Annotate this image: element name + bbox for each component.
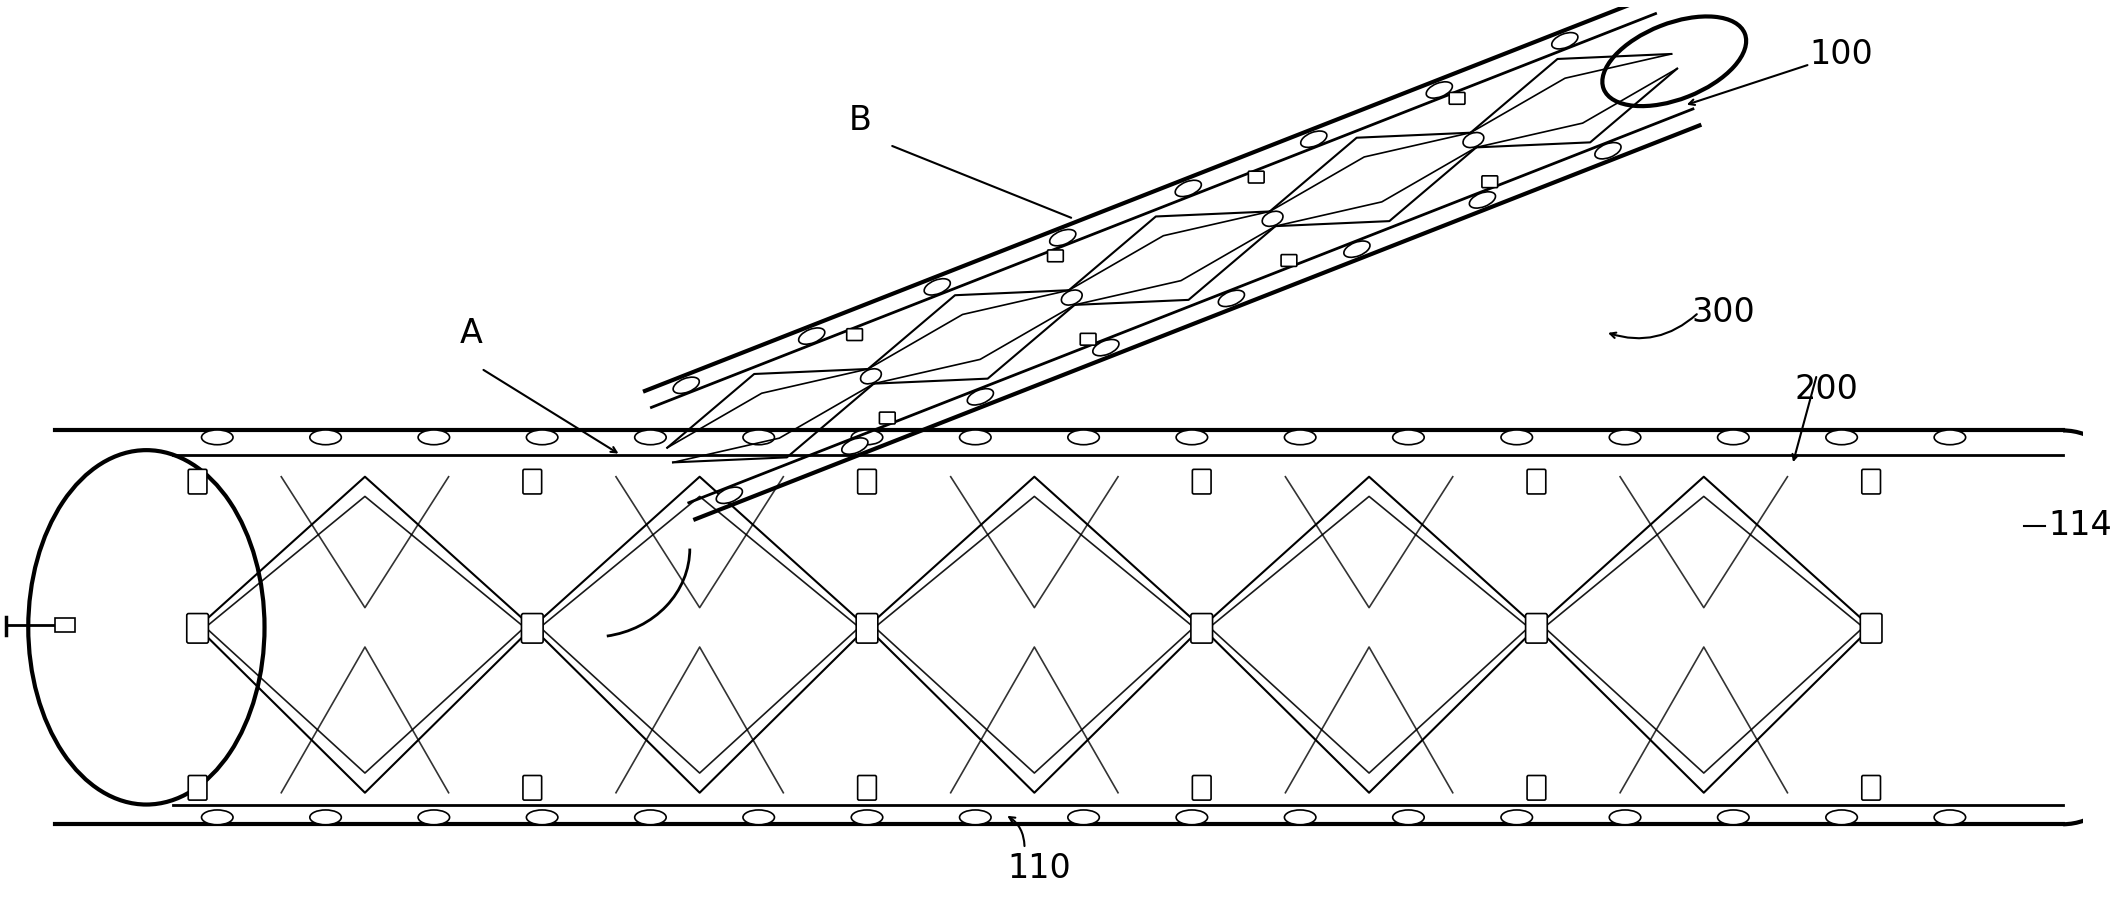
FancyBboxPatch shape [1861,469,1880,494]
Bar [55,619,74,633]
Ellipse shape [1392,430,1423,444]
Ellipse shape [673,377,700,394]
Text: 200: 200 [1796,373,1859,406]
Text: 112: 112 [66,733,129,767]
Ellipse shape [842,438,867,454]
Ellipse shape [1176,180,1201,196]
FancyBboxPatch shape [1282,254,1296,266]
FancyBboxPatch shape [857,613,878,644]
FancyBboxPatch shape [522,613,544,644]
Ellipse shape [1502,430,1533,444]
FancyBboxPatch shape [188,776,207,800]
Ellipse shape [1717,430,1749,444]
Ellipse shape [201,430,233,444]
Ellipse shape [1825,810,1857,824]
Ellipse shape [1825,430,1857,444]
Ellipse shape [1595,142,1620,159]
Ellipse shape [742,810,774,824]
Text: B: B [848,104,871,137]
FancyBboxPatch shape [188,469,207,494]
Ellipse shape [1610,430,1641,444]
Ellipse shape [924,279,950,295]
Ellipse shape [960,430,992,444]
Ellipse shape [1470,192,1495,208]
Ellipse shape [1049,230,1077,246]
FancyBboxPatch shape [522,469,541,494]
Ellipse shape [1176,810,1208,824]
Ellipse shape [960,810,992,824]
FancyBboxPatch shape [1861,613,1882,644]
Ellipse shape [850,430,882,444]
FancyBboxPatch shape [1193,776,1212,800]
Ellipse shape [201,810,233,824]
Ellipse shape [1552,33,1578,49]
Ellipse shape [1176,430,1208,444]
Ellipse shape [1301,131,1326,148]
FancyBboxPatch shape [1483,176,1497,187]
Ellipse shape [1284,430,1316,444]
Ellipse shape [1093,340,1119,356]
Text: 114: 114 [2047,509,2113,543]
Ellipse shape [527,430,558,444]
FancyBboxPatch shape [522,776,541,800]
Ellipse shape [634,430,666,444]
Ellipse shape [1392,810,1423,824]
Ellipse shape [309,430,341,444]
FancyBboxPatch shape [1527,776,1546,800]
Polygon shape [645,0,1700,520]
Ellipse shape [850,810,882,824]
Ellipse shape [1284,810,1316,824]
Ellipse shape [1343,241,1371,257]
Ellipse shape [717,487,742,503]
FancyBboxPatch shape [1047,250,1064,262]
Ellipse shape [27,450,264,804]
Ellipse shape [634,810,666,824]
Ellipse shape [1717,810,1749,824]
FancyBboxPatch shape [1449,93,1466,105]
FancyBboxPatch shape [859,776,876,800]
Ellipse shape [309,810,341,824]
FancyBboxPatch shape [1081,333,1096,345]
Ellipse shape [861,369,882,384]
Bar [55,431,2062,824]
Ellipse shape [799,328,825,344]
FancyBboxPatch shape [1191,613,1212,644]
Text: 300: 300 [1692,296,1755,329]
Ellipse shape [527,810,558,824]
FancyBboxPatch shape [186,613,209,644]
Ellipse shape [1218,290,1244,307]
FancyBboxPatch shape [1248,171,1265,183]
Ellipse shape [1464,132,1485,148]
Ellipse shape [1610,810,1641,824]
FancyBboxPatch shape [846,329,863,341]
Ellipse shape [1502,810,1533,824]
Ellipse shape [1068,430,1100,444]
FancyBboxPatch shape [1525,613,1548,644]
Ellipse shape [1426,82,1453,98]
FancyBboxPatch shape [1861,776,1880,800]
Ellipse shape [967,388,994,405]
FancyBboxPatch shape [1527,469,1546,494]
Ellipse shape [419,430,450,444]
FancyBboxPatch shape [859,469,876,494]
Text: 100: 100 [1810,38,1874,71]
Ellipse shape [1603,17,1747,106]
Ellipse shape [1068,810,1100,824]
Ellipse shape [1263,211,1284,227]
Ellipse shape [1933,810,1965,824]
Ellipse shape [1062,290,1083,305]
Text: 110: 110 [1007,852,1070,885]
Ellipse shape [1933,430,1965,444]
FancyBboxPatch shape [880,412,895,424]
Ellipse shape [419,810,450,824]
Text: A: A [459,318,482,351]
FancyBboxPatch shape [1193,469,1212,494]
Ellipse shape [742,430,774,444]
